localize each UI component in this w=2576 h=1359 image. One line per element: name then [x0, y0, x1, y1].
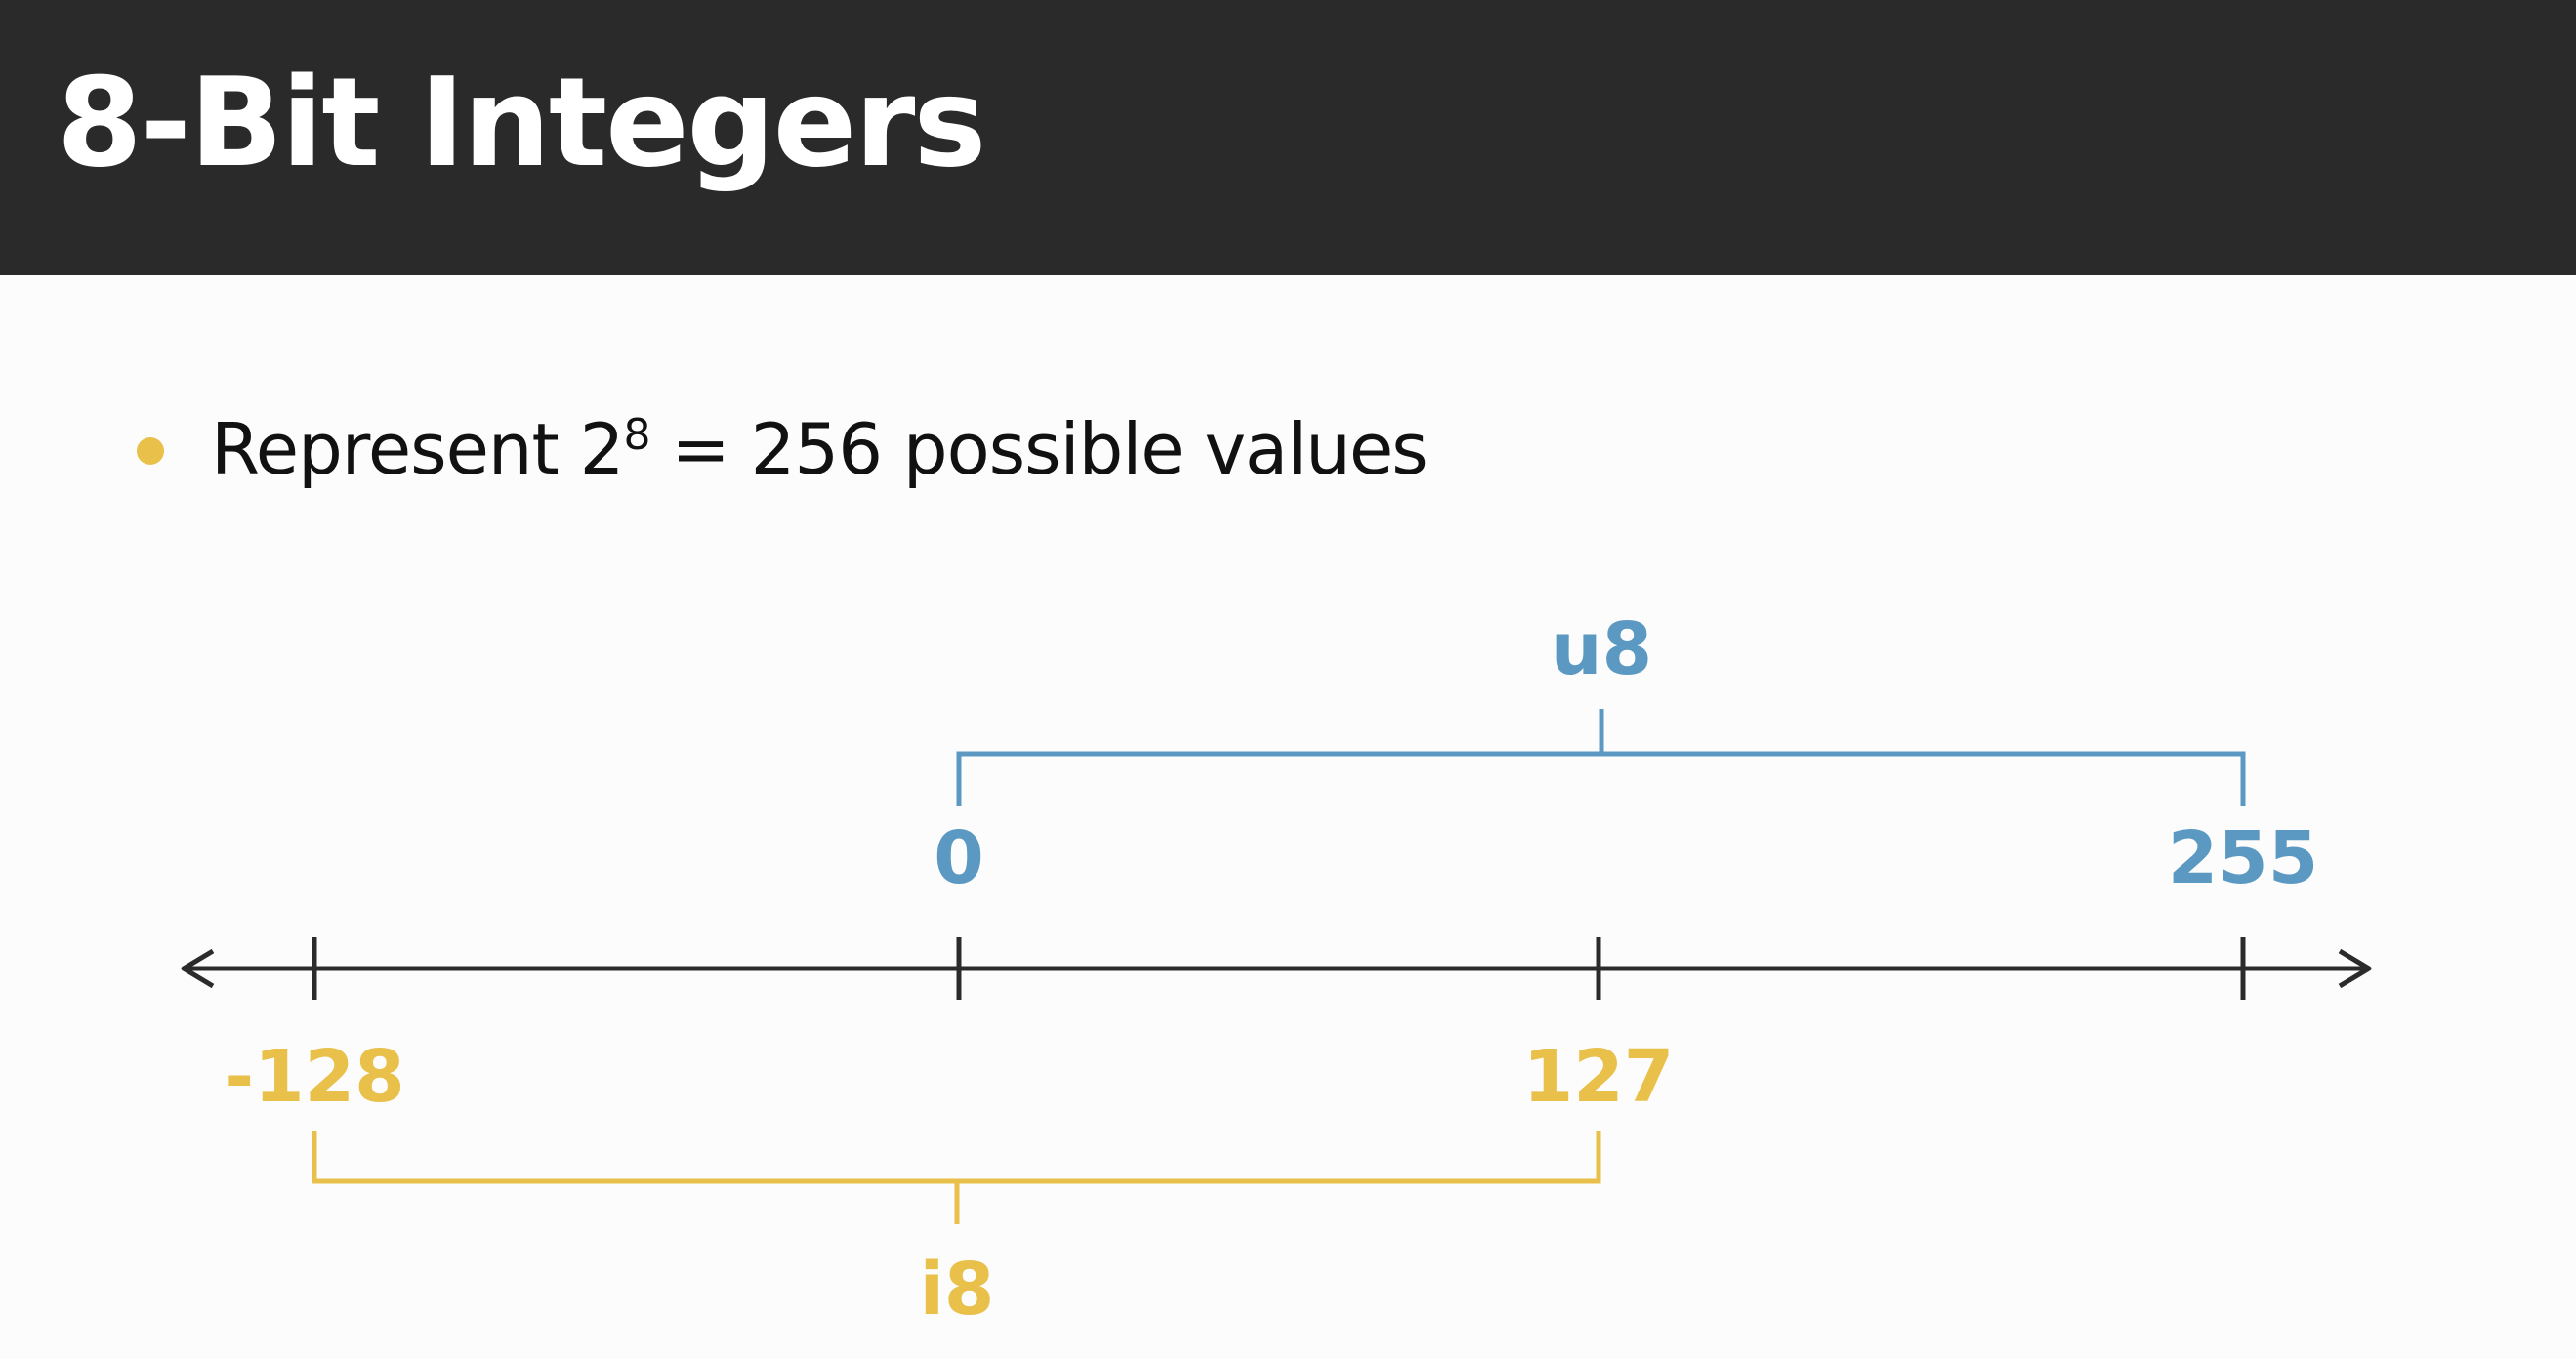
bullet-text-suffix: = 256 possible values: [649, 408, 1428, 490]
tick-marks: [312, 937, 2246, 1000]
u8-min-label: 0: [934, 816, 984, 900]
title-bar: 8-Bit Integers: [0, 0, 2576, 275]
bullet-item: Represent 28 = 256 possible values: [137, 395, 1429, 503]
i8-type-label: i8: [920, 1248, 995, 1332]
bullet-text: Represent 28 = 256 possible values: [211, 408, 1429, 490]
arrow-left-icon: [181, 948, 215, 989]
i8-range-bracket: i8 -128 127: [224, 1035, 1674, 1332]
u8-max-label: 255: [2168, 816, 2318, 900]
u8-bracket-line: [956, 751, 2246, 806]
arrow-right-icon: [2338, 948, 2372, 989]
u8-type-label: u8: [1551, 607, 1652, 691]
u8-range-bracket: u8 0 255: [934, 607, 2318, 900]
i8-max-label: 127: [1523, 1035, 1674, 1119]
bullet-exponent: 8: [623, 410, 650, 460]
slide-title: 8-Bit Integers: [57, 51, 986, 194]
number-line: [181, 937, 2372, 1000]
bullet-text-prefix: Represent 2: [211, 408, 624, 490]
i8-min-label: -128: [224, 1035, 404, 1119]
i8-bracket-line: [312, 1131, 1601, 1184]
bullet-dot-icon: [137, 437, 164, 465]
